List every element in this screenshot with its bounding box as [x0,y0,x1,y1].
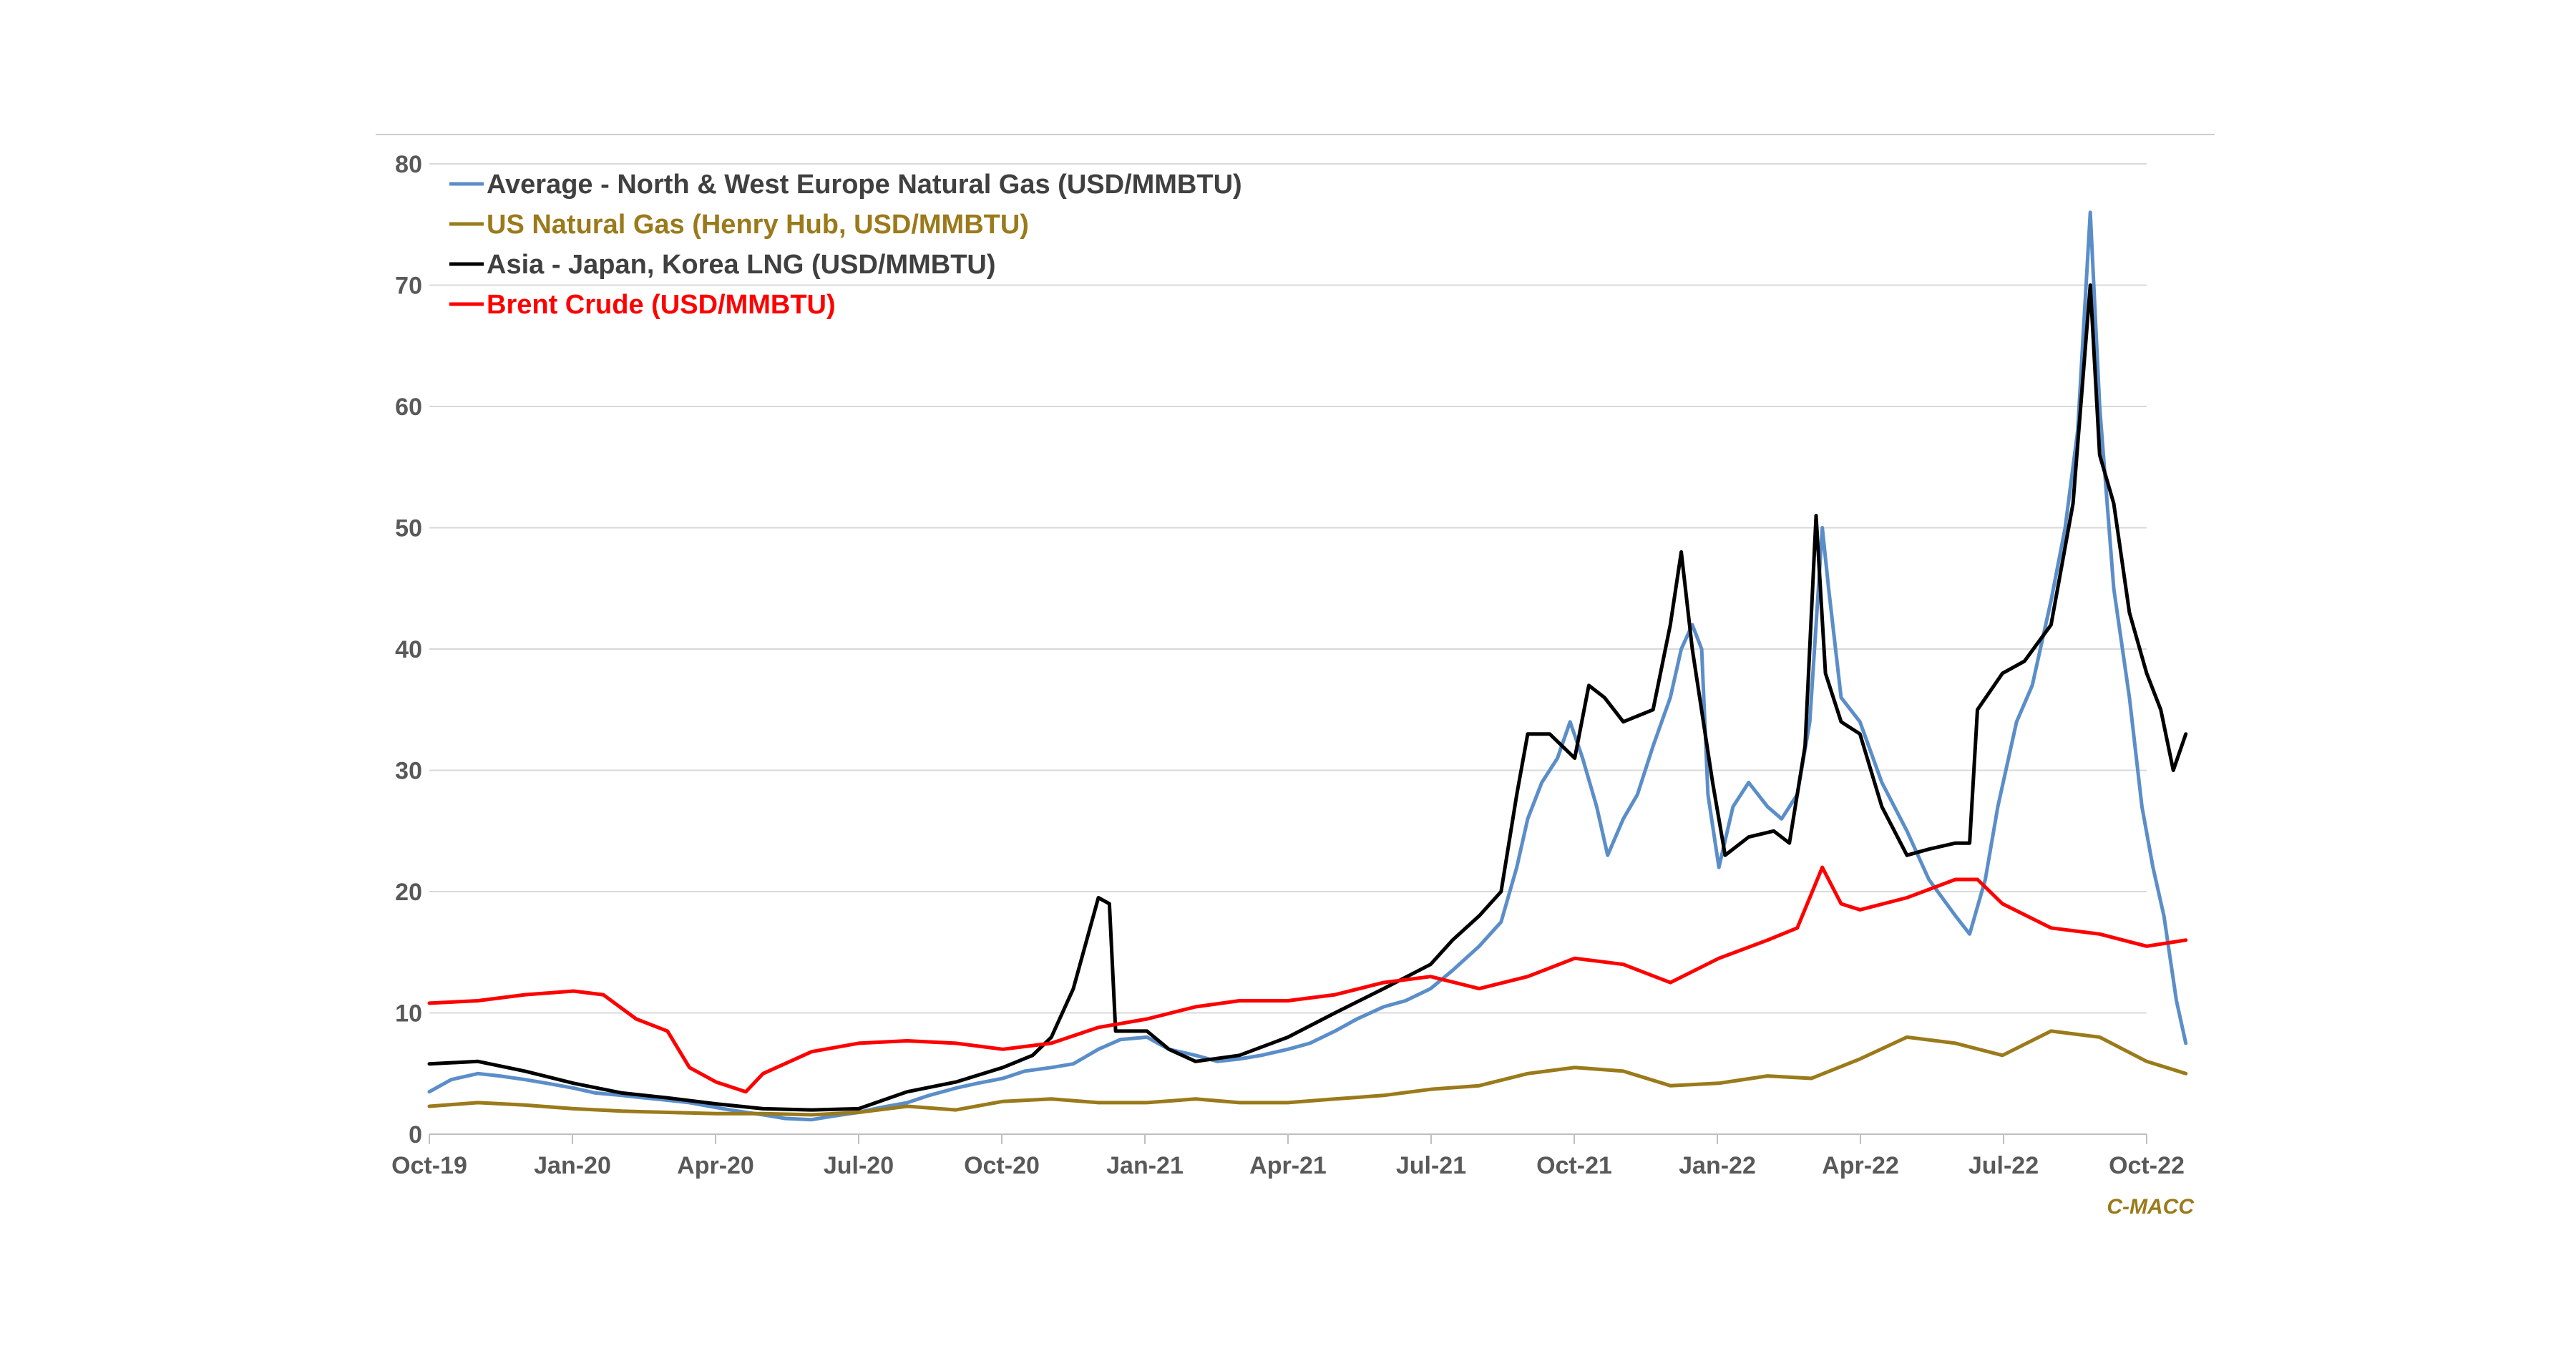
source-label: C-MACC [2107,1195,2195,1219]
y-tick-label: 0 [409,1121,422,1149]
x-tick-label: Oct-22 [2109,1152,2185,1179]
legend-label: Average - North & West Europe Natural Ga… [487,170,1242,200]
x-tick-label: Oct-20 [964,1152,1040,1179]
y-tick-label: 50 [395,515,422,542]
x-tick-label: Jul-21 [1396,1152,1466,1179]
y-tick-label: 20 [395,879,422,906]
x-tick-label: Oct-19 [391,1152,467,1179]
y-tick-label: 10 [395,1000,422,1028]
y-axis-tick-labels: 0 10 20 30 40 50 60 70 80 [395,151,422,1149]
x-tick-label: Apr-22 [1822,1152,1899,1179]
series-line [427,210,2188,1122]
series-line [427,865,2188,1094]
x-tick-label: Jan-22 [1679,1152,1756,1179]
gridlines [429,163,2147,1014]
y-tick-label: 70 [395,273,422,300]
x-tick-label: Jan-21 [1106,1152,1184,1179]
y-tick-label: 80 [395,151,422,178]
x-axis-tick-labels: Oct-19 Jan-20 Apr-20 Jul-20 Oct-20 Jan-21 Apr-… [391,1152,2185,1179]
legend-label: Brent Crude (USD/MMBTU) [487,290,836,320]
x-tick-label: Oct-21 [1536,1152,1612,1179]
y-tick-label: 30 [395,758,422,785]
series-lines [427,210,2188,1122]
legend: Average - North & West Europe Natural Ga… [449,170,1242,320]
y-tick-label: 60 [395,394,422,421]
x-tick-label: Jul-20 [824,1152,894,1179]
y-tick-label: 40 [395,636,422,663]
series-line [427,283,2188,1112]
legend-label: US Natural Gas (Henry Hub, USD/MMBTU) [487,210,1029,240]
legend-label: Asia - Japan, Korea LNG (USD/MMBTU) [487,250,996,280]
x-tick-label: Apr-20 [677,1152,754,1179]
x-tick-label: Apr-21 [1249,1152,1327,1179]
x-axis [429,1133,2147,1144]
x-tick-label: Jul-22 [1968,1152,2039,1179]
x-tick-label: Jan-20 [534,1152,611,1179]
series-line [427,1029,2188,1117]
